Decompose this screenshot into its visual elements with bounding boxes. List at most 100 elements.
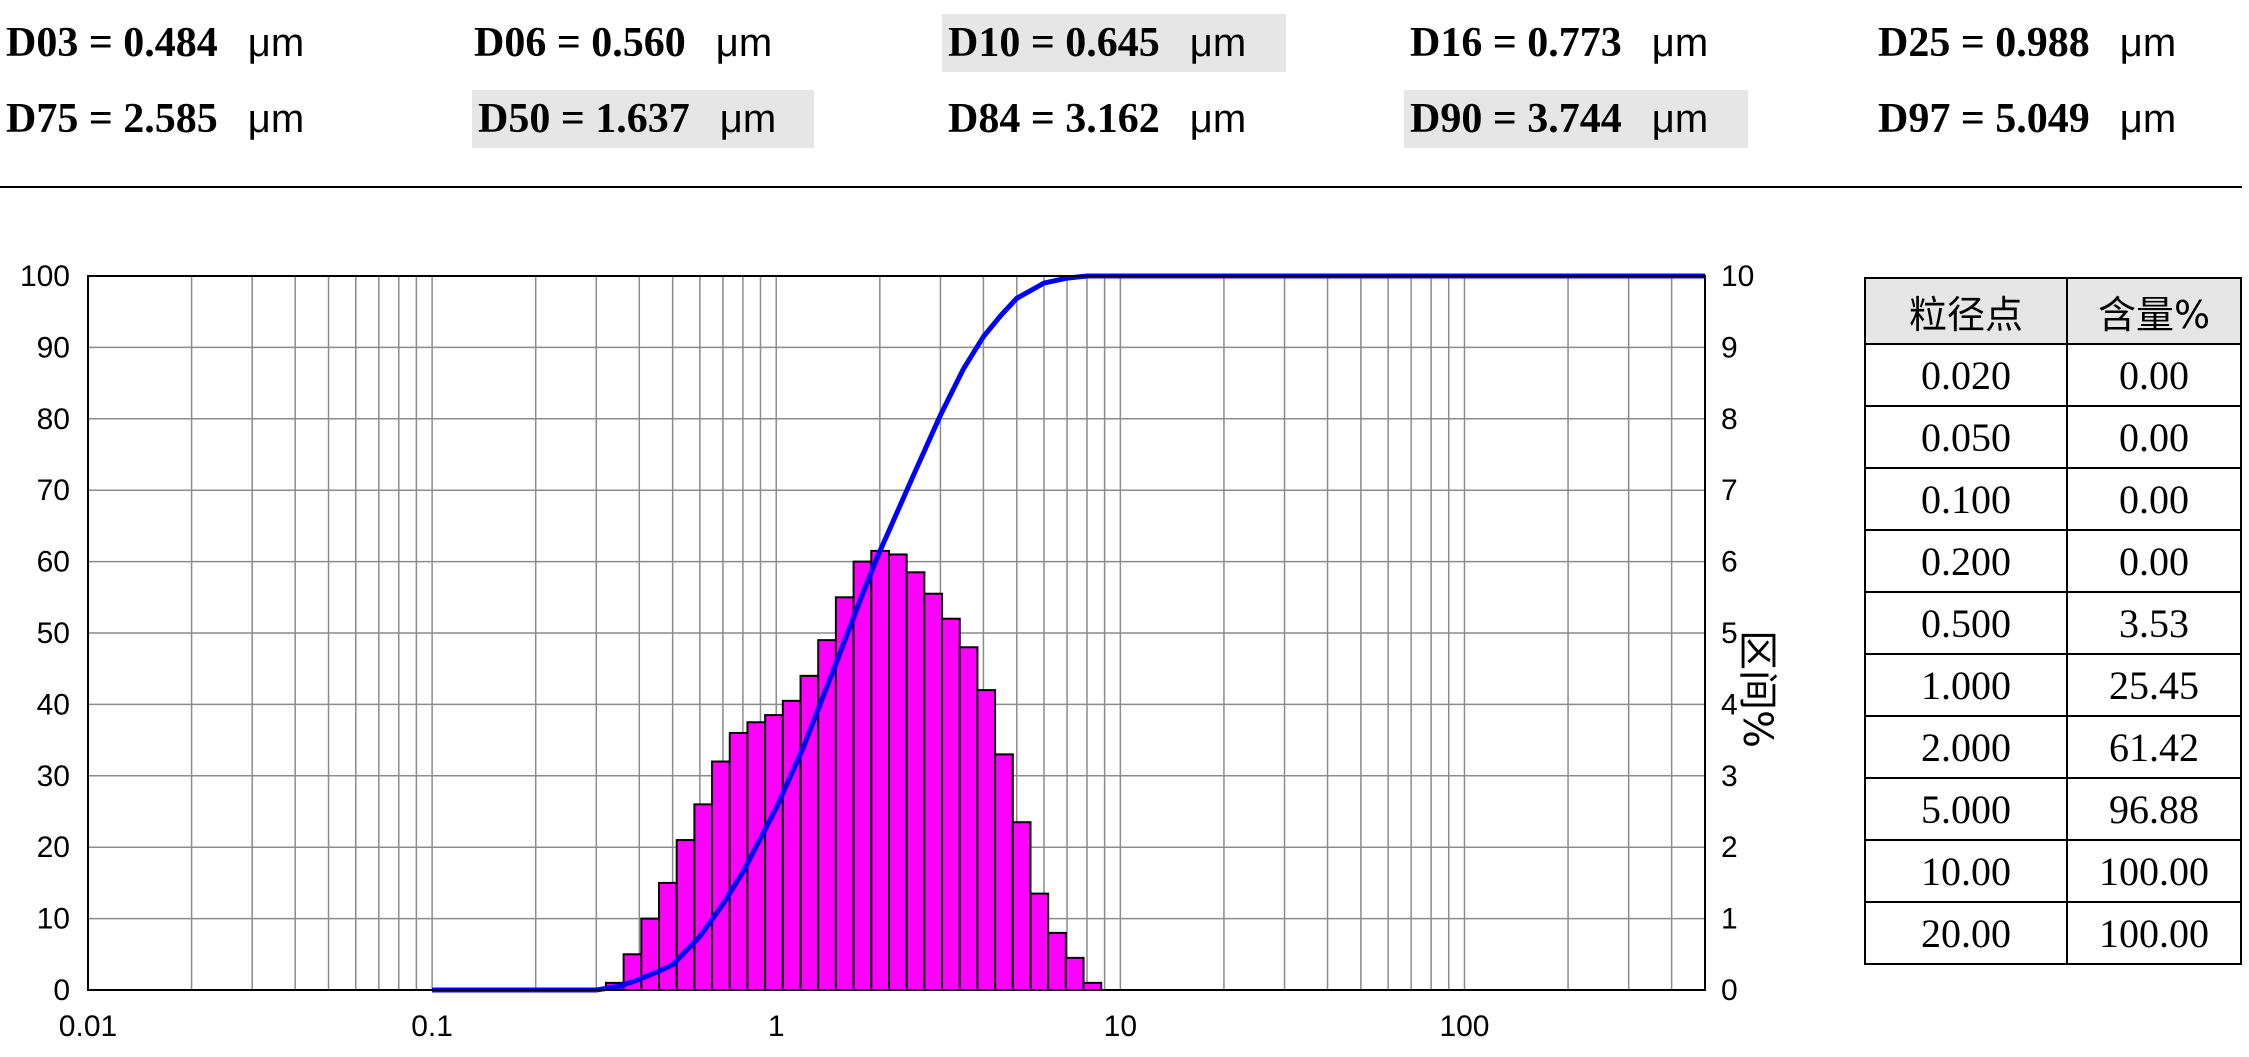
stat-label: D16 <box>1410 20 1483 66</box>
cell-size: 0.020 <box>1864 343 2068 407</box>
histogram-bar <box>1011 821 1032 992</box>
table-row: 0.500 3.53 <box>1864 591 2242 655</box>
cell-content: 3.53 <box>2066 591 2242 655</box>
stat-unit: μm <box>1651 97 1709 141</box>
table-row: 20.00 100.00 <box>1864 901 2242 965</box>
y-tick-label: 30 <box>37 760 70 793</box>
y-tick-label: 90 <box>37 331 70 364</box>
stat-value: 5.049 <box>1995 96 2090 142</box>
y-tick-label: 70 <box>37 474 70 507</box>
stat-unit: μm <box>247 21 305 65</box>
table-row: 5.000 96.88 <box>1864 777 2242 841</box>
stat-value: 0.773 <box>1527 20 1622 66</box>
y2-tick-label: 0 <box>1721 974 1738 1007</box>
histogram-bar <box>958 646 979 991</box>
cell-content: 0.00 <box>2066 343 2242 407</box>
cell-size: 20.00 <box>1864 901 2068 965</box>
stats-row-2: D75 = 2.585 μm D50 = 1.637 μm D84 = 3.162 μ… <box>0 90 2249 150</box>
histogram-bar <box>923 592 944 991</box>
stat-value: 0.988 <box>1995 20 2090 66</box>
histogram-bar <box>711 760 731 991</box>
stat-d16: D16 = 0.773 μm <box>1410 20 1709 66</box>
cell-size: 0.100 <box>1864 467 2068 531</box>
stat-label: D03 <box>6 20 79 66</box>
stat-unit: μm <box>2119 21 2177 65</box>
y2-tick-label: 9 <box>1721 331 1738 364</box>
table-row: 2.000 61.42 <box>1864 715 2242 779</box>
histogram-bar <box>781 699 802 991</box>
histogram-bar <box>1064 956 1085 991</box>
cell-content: 100.00 <box>2066 839 2242 903</box>
histogram-bar <box>658 881 678 992</box>
histogram-bar <box>1029 892 1050 991</box>
cell-content: 25.45 <box>2066 653 2242 717</box>
y-tick-label: 100 <box>20 260 70 293</box>
table-row: 0.020 0.00 <box>1864 343 2242 407</box>
cell-size: 5.000 <box>1864 777 2068 841</box>
histogram-bar <box>693 803 714 991</box>
y2-tick-label: 10 <box>1721 260 1754 293</box>
x-tick-label: 1 <box>768 1010 785 1043</box>
y2-tick-label: 2 <box>1721 831 1738 864</box>
table-row: 0.100 0.00 <box>1864 467 2242 531</box>
stat-label: D06 <box>474 20 547 66</box>
stat-label: D90 <box>1410 96 1483 142</box>
cell-size: 2.000 <box>1864 715 2068 779</box>
stat-value: 3.162 <box>1065 96 1160 142</box>
stat-d97: D97 = 5.049 μm <box>1878 96 2177 142</box>
histogram-bar <box>994 753 1014 991</box>
histogram-bar <box>976 689 997 991</box>
stat-label: D50 <box>478 96 551 142</box>
header-divider <box>0 186 2242 188</box>
y2-tick-label: 7 <box>1721 474 1738 507</box>
stat-value: 2.585 <box>123 96 218 142</box>
stat-d90: D90 = 3.744 μm <box>1404 90 1748 148</box>
stats-row-1: D03 = 0.484 μm D06 = 0.560 μm D10 = 0.645 μ… <box>0 14 2249 74</box>
stat-d75: D75 = 2.585 μm <box>6 96 305 142</box>
y2-tick-label: 8 <box>1721 403 1738 436</box>
histogram-bar <box>852 560 873 991</box>
cell-size: 10.00 <box>1864 839 2068 903</box>
y2-tick-label: 1 <box>1721 903 1738 936</box>
y2-axis-title: 区间% <box>1734 630 1780 749</box>
plot-frame <box>87 275 1706 991</box>
stat-unit: μm <box>1189 97 1247 141</box>
cell-size: 0.200 <box>1864 529 2068 593</box>
y-tick-label: 60 <box>37 546 70 579</box>
y-tick-label: 40 <box>37 688 70 721</box>
histogram-bar <box>728 731 749 991</box>
histogram-bars <box>604 549 1103 992</box>
header-content: 含量% <box>2066 277 2242 345</box>
y-axis-ticks: 0 10 20 30 40 50 60 70 80 90 100 <box>20 260 70 1007</box>
cell-content: 61.42 <box>2066 715 2242 779</box>
cell-content: 100.00 <box>2066 901 2242 965</box>
histogram-bar <box>887 553 908 991</box>
x-axis-ticks: 0.01 0.1 1 10 100 <box>59 1010 1490 1043</box>
stat-unit: μm <box>719 97 777 141</box>
table-row: 10.00 100.00 <box>1864 839 2242 903</box>
header-size-point: 粒径点 <box>1864 277 2068 345</box>
stat-value: 1.637 <box>595 96 690 142</box>
stat-d84: D84 = 3.162 μm <box>948 96 1247 142</box>
table-row: 0.200 0.00 <box>1864 529 2242 593</box>
histogram-bar <box>764 714 784 991</box>
stat-unit: μm <box>247 97 305 141</box>
stat-d25: D25 = 0.988 μm <box>1878 20 2177 66</box>
table-header-row: 粒径点 含量% <box>1864 277 2242 345</box>
cell-size: 0.500 <box>1864 591 2068 655</box>
cell-size: 0.050 <box>1864 405 2068 469</box>
stat-label: D75 <box>6 96 79 142</box>
stat-value: 3.744 <box>1527 96 1622 142</box>
y2-tick-label: 6 <box>1721 546 1738 579</box>
stat-unit: μm <box>1651 21 1709 65</box>
y2-tick-label: 3 <box>1721 760 1738 793</box>
x-tick-label: 10 <box>1104 1010 1137 1043</box>
stat-label: D25 <box>1878 20 1951 66</box>
cell-content: 0.00 <box>2066 467 2242 531</box>
stat-unit: μm <box>2119 97 2177 141</box>
table-row: 0.050 0.00 <box>1864 405 2242 469</box>
y-tick-label: 50 <box>37 617 70 650</box>
table-row: 1.000 25.45 <box>1864 653 2242 717</box>
stat-unit: μm <box>1189 21 1247 65</box>
x-tick-label: 0.1 <box>411 1010 453 1043</box>
